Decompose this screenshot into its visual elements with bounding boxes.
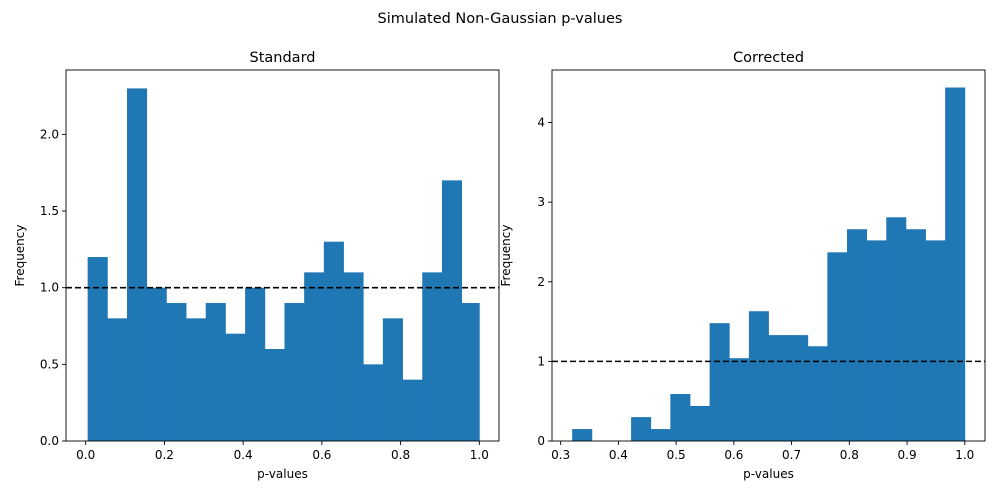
- x-tick-label: 1.0: [955, 448, 974, 462]
- histogram-bar: [670, 394, 691, 441]
- histogram-bar: [886, 217, 907, 441]
- x-tick-label: 0.3: [551, 448, 570, 462]
- standard-histogram-panel: 0.0 0.2 0.4 0.6 0.8 1.0 0.0 0.5 1.0 1.5 2.0 Standar…: [13, 50, 500, 481]
- x-axis-label: p-values: [743, 467, 794, 481]
- x-tick-label: 0.6: [724, 448, 743, 462]
- histogram-bar: [245, 287, 266, 441]
- y-tick-label: 1.5: [40, 204, 59, 218]
- x-tick-label: 0.9: [898, 448, 917, 462]
- histogram-bar: [807, 346, 828, 441]
- histogram-bar: [166, 303, 187, 441]
- histogram-bar: [788, 335, 809, 441]
- histogram-bar: [382, 318, 403, 441]
- corrected-histogram-panel: 0.3 0.4 0.5 0.6 0.7 0.8 0.9 1.0 0 1 2 3 4 Corrected p-…: [499, 50, 986, 481]
- histogram-bar: [827, 252, 848, 441]
- histogram-bar: [127, 88, 148, 441]
- panel-title: Standard: [250, 50, 316, 66]
- x-tick-label: 0.4: [609, 448, 628, 462]
- panel-title: Corrected: [733, 50, 804, 66]
- histogram-bar: [107, 318, 128, 441]
- x-tick-label: 0.4: [234, 448, 253, 462]
- histogram-bar: [709, 323, 730, 441]
- histogram-bar: [925, 240, 946, 441]
- histogram-bar: [264, 349, 285, 441]
- y-axis-label: Frequency: [499, 225, 513, 287]
- histogram-bar: [866, 240, 887, 441]
- histogram-bar: [402, 379, 423, 441]
- x-axis-label: p-values: [257, 467, 308, 481]
- y-tick-label: 0.5: [40, 357, 59, 371]
- axes-frame: [65, 69, 500, 442]
- x-tick-label: 0.5: [667, 448, 686, 462]
- y-tick-label: 4: [537, 116, 545, 130]
- histogram-bar: [304, 272, 325, 441]
- histogram-bar: [87, 257, 108, 441]
- figure-suptitle: Simulated Non-Gaussian p-values: [378, 11, 623, 27]
- x-tick-label: 0.8: [391, 448, 410, 462]
- histogram-bar: [847, 229, 868, 441]
- x-tick-label: 0.7: [782, 448, 801, 462]
- y-tick-label: 0.0: [40, 434, 59, 448]
- histogram-bar: [323, 241, 344, 441]
- histogram-bar: [284, 303, 305, 441]
- histogram-bar: [205, 303, 226, 441]
- y-tick-label: 1: [537, 354, 545, 368]
- y-tick-label: 3: [537, 195, 545, 209]
- y-tick-label: 2: [537, 275, 545, 289]
- x-tick-label: 1.0: [470, 448, 489, 462]
- histogram-bar: [225, 333, 246, 441]
- histogram-bar: [748, 311, 769, 441]
- histogram-bar: [572, 429, 593, 441]
- y-tick-label: 2.0: [40, 127, 59, 141]
- histogram-bar: [729, 358, 750, 441]
- x-tick-label: 0.2: [155, 448, 174, 462]
- histogram-bar: [631, 417, 652, 441]
- histogram-bar: [945, 87, 966, 442]
- x-tick-label: 0.0: [76, 448, 95, 462]
- histogram-bar: [422, 272, 443, 441]
- axes-frame: [551, 69, 986, 442]
- histogram-bar: [363, 364, 384, 441]
- histogram-bar: [186, 318, 207, 441]
- histogram-bar: [650, 429, 671, 441]
- histogram-bar: [441, 180, 463, 441]
- histogram-bar: [905, 229, 926, 441]
- x-tick-label: 0.8: [840, 448, 859, 462]
- histogram-bar: [146, 287, 167, 441]
- histogram-bar: [768, 335, 789, 441]
- histogram-bar: [461, 303, 480, 441]
- y-tick-label: 0: [537, 434, 545, 448]
- histogram-bar: [689, 405, 711, 441]
- histogram-bar: [343, 272, 364, 441]
- y-axis-label: Frequency: [13, 225, 27, 287]
- y-tick-label: 1.0: [40, 281, 59, 295]
- x-tick-label: 0.6: [312, 448, 331, 462]
